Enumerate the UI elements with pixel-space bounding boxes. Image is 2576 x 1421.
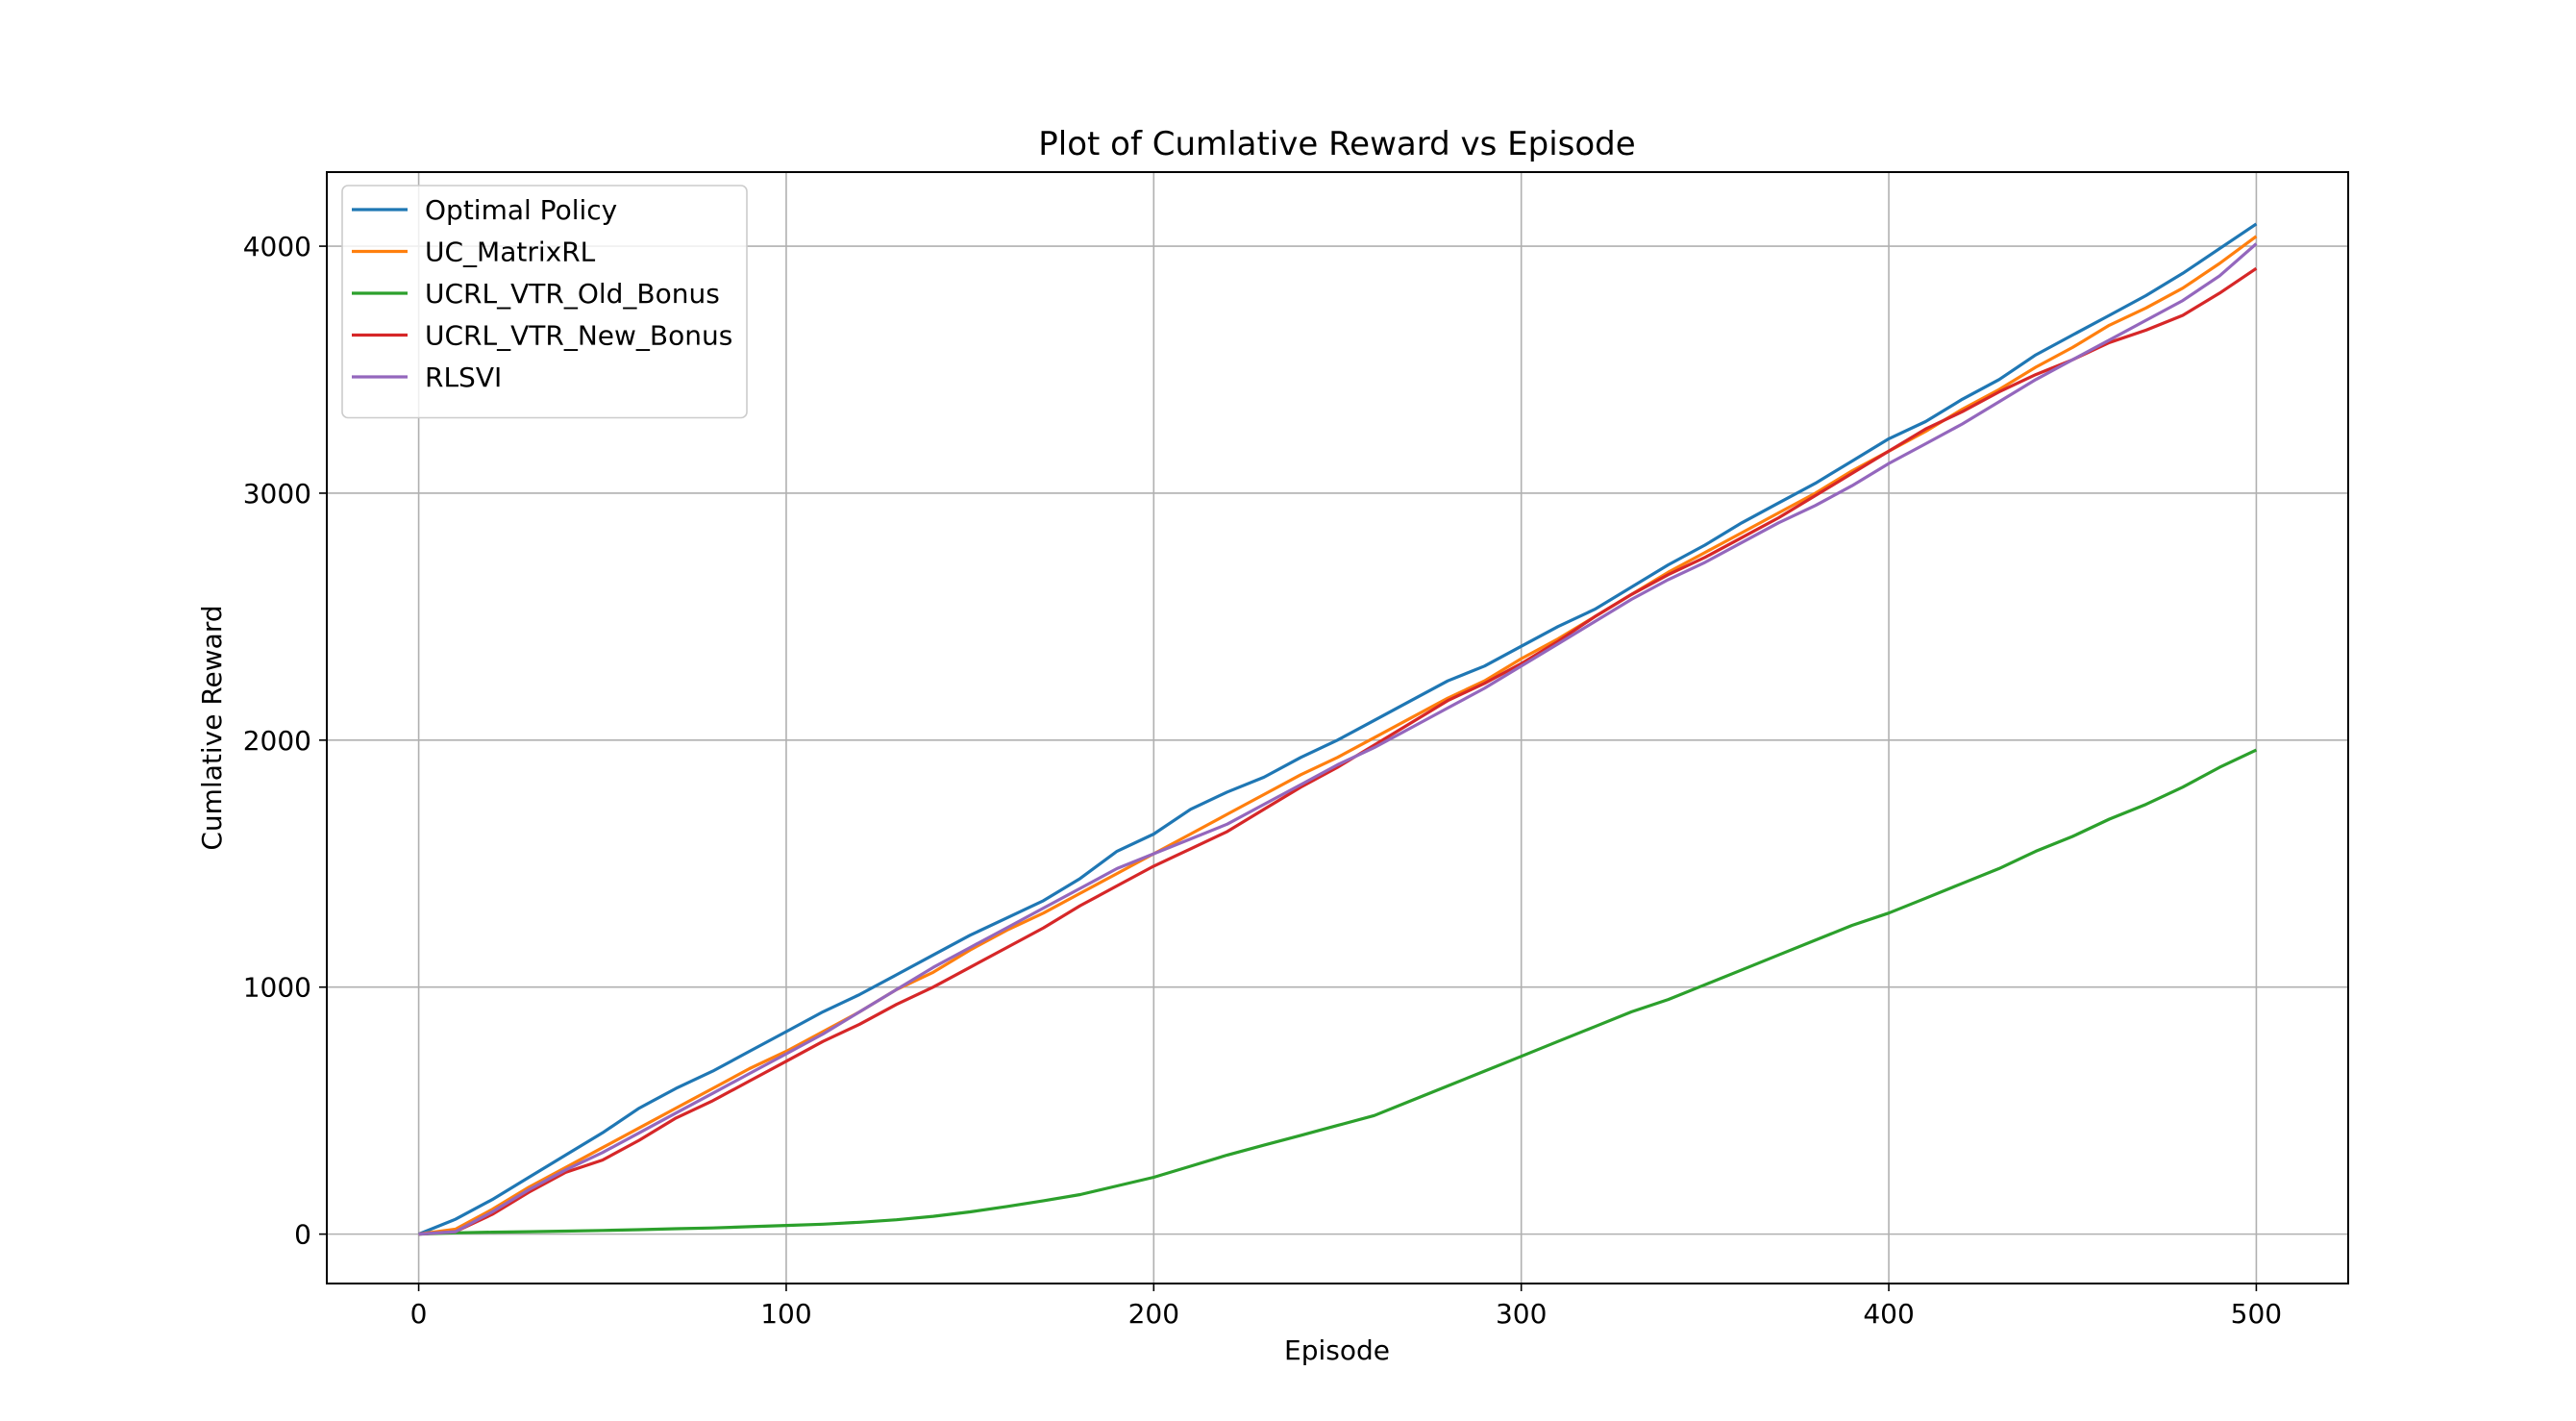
legend-label: Optimal Policy	[425, 194, 617, 226]
x-tick-label: 200	[1128, 1298, 1179, 1330]
x-tick-label: 0	[410, 1298, 428, 1330]
axis-ticks: 0 100 200 300 400 500 0 1000 2000 3000 4000	[243, 231, 2282, 1330]
series-line-4	[418, 242, 2258, 1236]
x-axis-label: Episode	[1284, 1334, 1390, 1366]
x-tick-label: 100	[760, 1298, 811, 1330]
chart-title: Plot of Cumlative Reward vs Episode	[1038, 125, 1635, 163]
legend: Optimal Policy UC_MatrixRL UCRL_VTR_Old_Bo…	[341, 185, 748, 419]
legend-label: RLSVI	[425, 361, 502, 393]
grid	[327, 172, 2348, 1284]
legend-box	[341, 185, 748, 419]
y-tick-label: 1000	[243, 972, 311, 1004]
y-tick-label: 2000	[243, 725, 311, 757]
x-tick-label: 400	[1863, 1298, 1914, 1330]
y-tick-label: 0	[294, 1219, 311, 1251]
plot-area-frame	[326, 171, 2349, 1284]
series-line-3	[418, 266, 2258, 1236]
series-line-2	[418, 748, 2258, 1236]
series-line-0	[418, 222, 2258, 1236]
x-tick-label: 500	[2231, 1298, 2282, 1330]
y-axis-label: Cumlative Reward	[196, 605, 228, 850]
legend-label: UCRL_VTR_New_Bonus	[425, 320, 732, 352]
x-tick-label: 300	[1496, 1298, 1547, 1330]
series-lines	[418, 222, 2258, 1236]
legend-label: UC_MatrixRL	[425, 237, 596, 268]
y-tick-label: 3000	[243, 478, 311, 510]
y-tick-label: 4000	[243, 231, 311, 262]
legend-label: UCRL_VTR_Old_Bonus	[425, 278, 720, 310]
